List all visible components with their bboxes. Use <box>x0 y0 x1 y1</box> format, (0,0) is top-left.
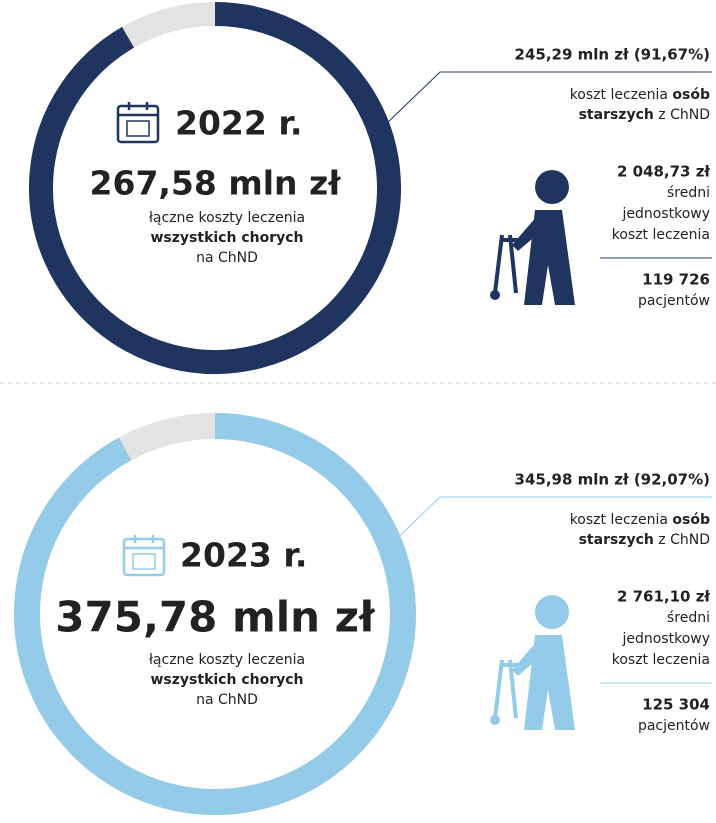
elderly-cost: 245,29 mln zł (91,67%) <box>515 46 710 64</box>
head <box>535 595 569 629</box>
total-caption: łączne koszty leczenia <box>149 652 305 668</box>
elderly-desc: starszych z ChND <box>579 107 710 123</box>
calendar-icon <box>122 535 166 577</box>
desc-part: osób <box>672 512 710 528</box>
wheel <box>490 290 500 300</box>
walker-frame <box>508 234 518 294</box>
desc-part: starszych <box>579 107 654 123</box>
total-caption: wszystkich chorych <box>151 230 304 246</box>
total-cost: 375,78 mln zł <box>55 593 376 642</box>
total-caption: na ChND <box>196 250 258 266</box>
desc-part: z ChND <box>654 107 710 123</box>
arm <box>512 640 546 676</box>
elderly-desc: koszt leczenia osób <box>570 87 710 103</box>
patients: 125 304 <box>642 696 710 714</box>
elderly-desc: koszt leczenia osób <box>570 512 710 528</box>
walker <box>490 234 520 300</box>
desc-part: osób <box>672 87 710 103</box>
patients-label: pacjentów <box>638 293 710 309</box>
leader-line <box>384 71 712 126</box>
donut-share <box>14 413 416 815</box>
patients: 119 726 <box>642 271 710 289</box>
calendar-frame <box>122 537 166 577</box>
unit-cost-label: średni <box>667 610 710 626</box>
elderly-desc: starszych z ChND <box>579 532 710 548</box>
calendar-icon <box>116 102 160 144</box>
year: 2022 r. <box>175 104 302 143</box>
calendar-grid <box>132 553 156 570</box>
walker-frame <box>493 234 504 294</box>
calendar-frame <box>116 104 160 144</box>
desc-part: starszych <box>579 532 654 548</box>
unit-cost: 2 048,73 zł <box>617 163 710 181</box>
unit-cost: 2 761,10 zł <box>617 588 710 606</box>
unit-cost-label: średni <box>667 185 710 201</box>
leader-line <box>384 496 712 551</box>
person-icon <box>490 595 575 730</box>
total-cost: 267,58 mln zł <box>90 164 342 203</box>
walker-frame <box>508 659 518 719</box>
unit-cost-label: koszt leczenia <box>612 652 710 668</box>
year: 2023 r. <box>180 536 307 575</box>
unit-cost-label: koszt leczenia <box>612 227 710 243</box>
unit-cost-label: jednostkowy <box>621 631 710 647</box>
donut-share <box>29 2 401 374</box>
person-icon <box>490 170 575 305</box>
patients-label: pacjentów <box>638 718 710 734</box>
calendar-grid <box>126 120 150 137</box>
elderly-cost: 345,98 mln zł (92,07%) <box>515 471 710 489</box>
desc-part: koszt leczenia <box>570 512 673 528</box>
total-caption: na ChND <box>196 692 258 708</box>
walker-frame <box>493 659 504 719</box>
desc-part: koszt leczenia <box>570 87 673 103</box>
wheel <box>490 715 500 725</box>
arm <box>512 215 546 251</box>
total-caption: łączne koszty leczenia <box>149 210 305 226</box>
desc-part: z ChND <box>654 532 710 548</box>
unit-cost-label: jednostkowy <box>621 206 710 222</box>
walker <box>490 659 520 725</box>
head <box>535 170 569 204</box>
total-caption: wszystkich chorych <box>151 672 304 688</box>
